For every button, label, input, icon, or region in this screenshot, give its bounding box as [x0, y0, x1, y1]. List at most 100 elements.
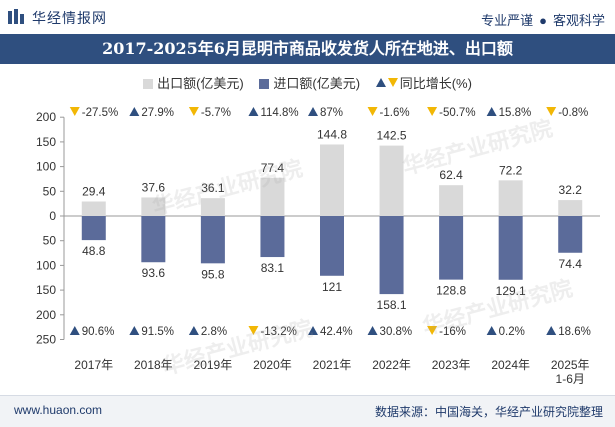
import-growth-label: 42.4%: [320, 326, 353, 338]
export-bar: [81, 201, 106, 216]
down-triangle-icon: [546, 107, 557, 116]
import-value-label: 128.8: [436, 284, 466, 298]
down-triangle-icon: [248, 326, 259, 335]
export-value-label: 62.4: [439, 168, 463, 182]
y-tick-label: 0: [49, 209, 56, 223]
import-bar: [260, 216, 285, 258]
export-value-label: 142.5: [377, 129, 407, 143]
import-bar: [200, 216, 225, 264]
import-value-label: 129.1: [496, 284, 526, 298]
up-triangle-icon: [486, 326, 497, 335]
x-tick-label: 2017年: [74, 358, 113, 372]
export-value-label: 37.6: [142, 180, 166, 194]
x-tick-label: 2021年: [313, 358, 352, 372]
y-tick-label: 50: [43, 184, 57, 198]
slogan-separator: ●: [539, 13, 547, 28]
down-triangle-icon: [69, 107, 80, 116]
y-tick-label: 200: [36, 308, 56, 322]
footer-band: [0, 396, 615, 427]
y-tick-label: 150: [36, 283, 56, 297]
import-value-label: 158.1: [377, 298, 407, 312]
down-triangle-icon: [427, 326, 438, 335]
x-tick-label: 2019年: [194, 358, 233, 372]
legend-export-swatch: [143, 79, 154, 89]
x-tick-label: 2024年: [491, 358, 530, 372]
legend: 出口额(亿美元) 进口额(亿美元) 同比增长(%): [0, 73, 615, 92]
import-bar: [439, 216, 464, 280]
logo-icon: [8, 9, 24, 24]
export-growth-label: 27.9%: [141, 107, 174, 119]
y-tick-label: 100: [36, 258, 56, 272]
import-bar: [141, 216, 166, 263]
export-value-label: 144.8: [317, 127, 347, 141]
export-bar: [141, 197, 166, 216]
export-value-label: 72.2: [499, 163, 523, 177]
up-triangle-icon: [129, 326, 140, 335]
import-growth-label: 30.8%: [380, 326, 413, 338]
import-growth-label: -16%: [439, 326, 466, 338]
slogan-left: 专业严谨: [481, 13, 534, 28]
down-triangle-icon: [387, 78, 398, 87]
up-triangle-icon: [308, 326, 318, 335]
import-bar: [558, 216, 583, 253]
import-value-label: 93.6: [142, 266, 166, 280]
export-growth-label: -5.7%: [201, 107, 231, 119]
import-growth-label: 2.8%: [201, 326, 227, 338]
y-tick-label: 50: [43, 234, 57, 248]
x-tick-label: 2023年: [432, 358, 471, 372]
import-growth-label: -13.2%: [260, 326, 296, 338]
import-growth-label: 18.6%: [558, 326, 591, 338]
export-bar: [260, 177, 285, 216]
title-band: [0, 34, 615, 64]
legend-import-label: 进口额(亿美元): [273, 76, 361, 91]
export-bar: [498, 180, 523, 216]
export-growth-label: -0.8%: [558, 107, 588, 119]
down-triangle-icon: [427, 107, 438, 116]
export-bar: [558, 200, 583, 216]
up-triangle-icon: [69, 326, 80, 335]
slogan-right: 客观科学: [552, 13, 605, 28]
import-bar: [498, 216, 523, 280]
footer-url[interactable]: www.huaon.com: [14, 403, 103, 417]
footer-source: 数据来源：中国海关，华经产业研究院整理: [374, 405, 603, 419]
legend-import-swatch: [259, 79, 270, 89]
export-bar: [320, 144, 344, 216]
import-growth-label: 91.5%: [141, 326, 174, 338]
up-triangle-icon: [248, 107, 259, 116]
up-triangle-icon: [367, 326, 378, 335]
import-bar: [320, 216, 344, 276]
import-value-label: 48.8: [82, 244, 106, 258]
brand-name: 华经情报网: [32, 10, 107, 26]
export-growth-label: -1.6%: [380, 107, 410, 119]
import-growth-label: 90.6%: [82, 326, 115, 338]
export-growth-label: -27.5%: [82, 107, 118, 119]
export-bar: [379, 145, 404, 216]
x-tick-label: 2022年: [372, 358, 411, 372]
slogan: 专业严谨 ● 客观科学: [481, 10, 605, 29]
down-triangle-icon: [188, 107, 199, 116]
import-bar: [81, 216, 106, 241]
header-bar: 华经情报网 专业严谨 ● 客观科学: [0, 0, 615, 34]
export-growth-label: 114.8%: [260, 107, 298, 119]
y-tick-label: 100: [36, 160, 56, 174]
export-value-label: 32.2: [559, 183, 583, 197]
export-growth-label: 87%: [320, 107, 343, 119]
import-growth-label: 0.2%: [499, 326, 525, 338]
import-value-label: 74.4: [559, 257, 583, 271]
up-triangle-icon: [486, 107, 497, 116]
import-value-label: 121: [322, 280, 342, 294]
x-tick-label: 2020年: [253, 358, 292, 372]
x-tick-label: 2018年: [134, 358, 173, 372]
y-tick-label: 200: [36, 110, 56, 124]
export-value-label: 29.4: [82, 184, 106, 198]
import-value-label: 95.8: [201, 267, 225, 281]
legend-import: 进口额(亿美元): [259, 73, 360, 92]
export-value-label: 77.4: [261, 161, 285, 175]
up-triangle-icon: [375, 78, 386, 87]
x-tick-label: 1-6月: [556, 372, 585, 386]
export-growth-label: -50.7%: [439, 107, 475, 119]
legend-growth: 同比增长(%): [375, 73, 472, 92]
footer-divider: [0, 395, 615, 396]
